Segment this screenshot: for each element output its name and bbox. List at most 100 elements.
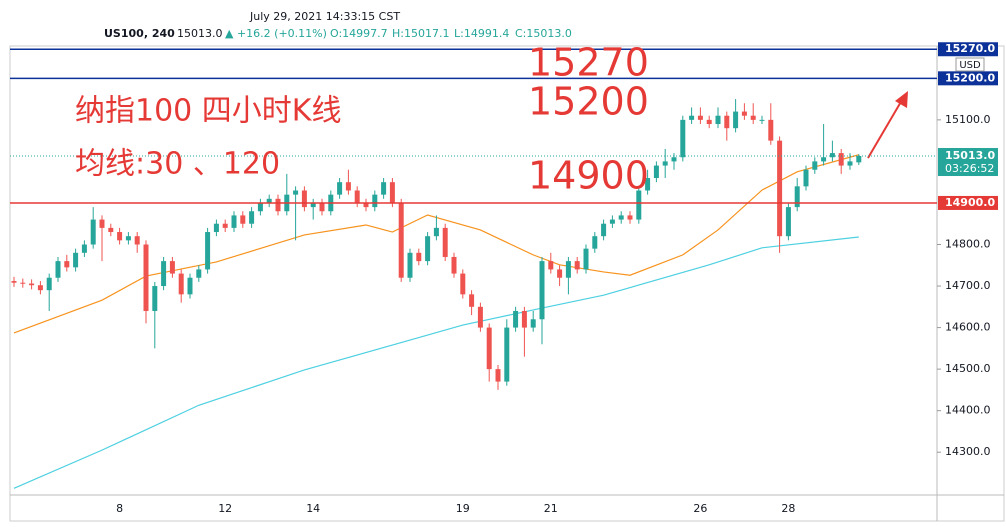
candle-body (671, 157, 677, 162)
candle-body (240, 215, 246, 224)
candle-body (425, 236, 431, 262)
candle-body (64, 261, 70, 268)
candle-body (583, 248, 589, 270)
change: ▲ +16.2 (+0.11%) (225, 27, 327, 40)
candle-body (196, 269, 202, 278)
last: 15013.0 (177, 27, 223, 40)
candle-body (275, 198, 281, 212)
candle-body (257, 202, 263, 212)
candle-body (847, 161, 853, 166)
candle-body (548, 261, 554, 270)
y-tick-label: 14800.0 (945, 237, 991, 250)
candle-body (715, 115, 721, 125)
candle-body (73, 252, 79, 268)
candle-body (609, 219, 615, 224)
candle-body (451, 256, 457, 274)
candle-body (697, 115, 703, 120)
candle-body (178, 273, 184, 295)
price-label-bg (938, 148, 998, 177)
candle-body (689, 115, 695, 120)
candle-body (416, 252, 422, 262)
y-tick-label: 15100.0 (945, 113, 991, 126)
candle-body (636, 190, 642, 220)
candle-body (222, 223, 228, 228)
candle-body (601, 223, 607, 237)
candle-body (565, 261, 571, 278)
candle-body (55, 261, 61, 278)
candle-body (460, 273, 466, 295)
y-tick-label: 14400.0 (945, 404, 991, 417)
candle-body (724, 115, 730, 129)
level-label: 15270.0 (945, 42, 995, 55)
candle-body (337, 182, 343, 195)
x-tick-label: 28 (781, 502, 795, 515)
candle-body (81, 244, 87, 253)
candle-body (777, 140, 783, 237)
candle-body (20, 282, 26, 284)
price-label: 15013.0 (945, 149, 995, 162)
candle-body (381, 182, 387, 195)
candle-body (398, 202, 404, 278)
candle-body (821, 157, 827, 162)
x-tick-label: 19 (456, 502, 470, 515)
open: O:14997.7 (330, 27, 388, 40)
y-tick-label: 14700.0 (945, 279, 991, 292)
arrow-head (895, 91, 908, 108)
candle-body (838, 153, 844, 166)
candle-body (618, 215, 624, 220)
candle-body (521, 310, 527, 328)
candle-body (768, 119, 774, 141)
candle-body (495, 369, 501, 382)
y-tick-label: 14600.0 (945, 321, 991, 334)
moving-average (13, 154, 859, 334)
arrow (867, 99, 903, 159)
candle-body (266, 198, 272, 203)
candle-body (134, 236, 140, 245)
candle-body (90, 219, 96, 245)
annotation: 纳指100 四小时K线 (75, 94, 341, 129)
candle-body (310, 202, 316, 208)
candle-body (557, 269, 563, 278)
candle-body (706, 119, 712, 125)
candle-body (319, 202, 325, 212)
candle-body (407, 252, 413, 278)
currency: USD (959, 60, 981, 71)
annotation: 15200 (528, 80, 649, 124)
candle-body (205, 232, 211, 270)
candle-body (249, 211, 255, 224)
candle-body (856, 156, 862, 163)
candle-body (143, 244, 149, 311)
candle-body (354, 190, 360, 203)
countdown: 03:26:52 (945, 162, 994, 175)
candle-body (794, 186, 800, 208)
candle-body (741, 111, 747, 116)
candle-body (46, 277, 52, 291)
candle-body (169, 261, 175, 274)
candle-body (152, 286, 158, 311)
candle-body (812, 161, 818, 170)
candle-body (117, 232, 123, 241)
candle-body (759, 119, 765, 121)
candle-body (574, 261, 580, 270)
candle-body (363, 202, 369, 208)
candle-body (829, 153, 835, 158)
candle-body (680, 119, 686, 158)
y-tick-label: 14300.0 (945, 445, 991, 458)
x-tick-label: 8 (116, 502, 123, 515)
candle-body (653, 165, 659, 179)
annotation: 14900 (528, 154, 649, 198)
high: H:15017.1 (392, 27, 449, 40)
candle-body (37, 285, 43, 291)
symbol: US100, 240 (104, 27, 175, 40)
candle-body (592, 236, 598, 249)
candle-body (750, 115, 756, 120)
candle-body (389, 182, 395, 203)
candle-body (11, 281, 17, 283)
candle-body (539, 261, 545, 320)
candle-body (301, 190, 307, 208)
annotation: 均线:30 、120 (75, 147, 280, 182)
datetime: July 29, 2021 14:33:15 CST (249, 10, 400, 23)
candle-body (785, 207, 791, 237)
candle-body (645, 178, 651, 191)
